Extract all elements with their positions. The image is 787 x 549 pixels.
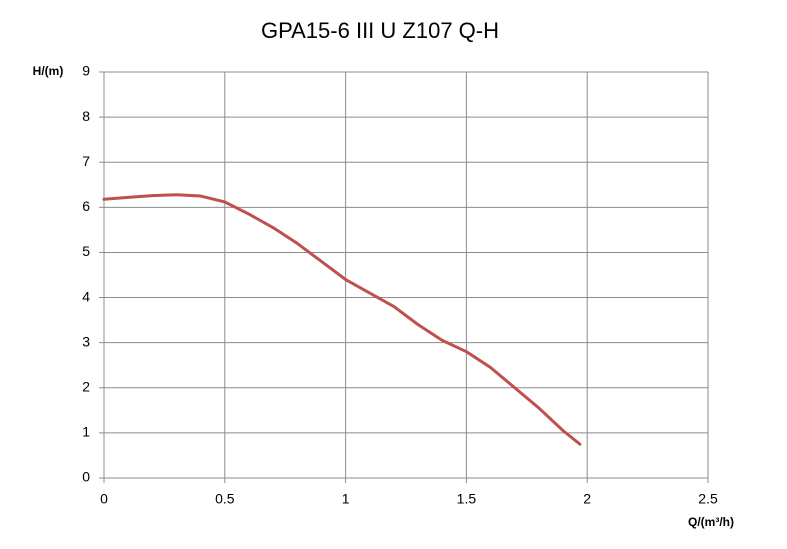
y-tick-label: 2 <box>82 378 90 394</box>
y-tick-label: 6 <box>82 198 90 214</box>
y-tick-label: 1 <box>82 424 90 440</box>
x-tick-label: 0.5 <box>215 491 235 507</box>
x-tick-label: 0 <box>100 491 108 507</box>
y-tick-label: 3 <box>82 333 90 349</box>
y-tick-label: 9 <box>82 63 90 79</box>
x-tick-label: 1 <box>342 491 350 507</box>
data-line <box>102 193 582 446</box>
y-axis-label: H/(m) <box>33 64 64 78</box>
y-tick-label: 0 <box>82 469 90 485</box>
x-tick-label: 2 <box>583 491 591 507</box>
y-tick-label: 4 <box>82 288 90 304</box>
y-tick-label: 7 <box>82 153 90 169</box>
x-tick-label: 2.5 <box>698 491 718 507</box>
x-tick-label: 1.5 <box>457 491 477 507</box>
chart-title: GPA15-6 III U Z107 Q-H <box>261 18 499 43</box>
x-axis-label: Q/(m³/h) <box>688 515 734 529</box>
y-tick-label: 5 <box>82 243 90 259</box>
y-tick-label: 8 <box>82 108 90 124</box>
